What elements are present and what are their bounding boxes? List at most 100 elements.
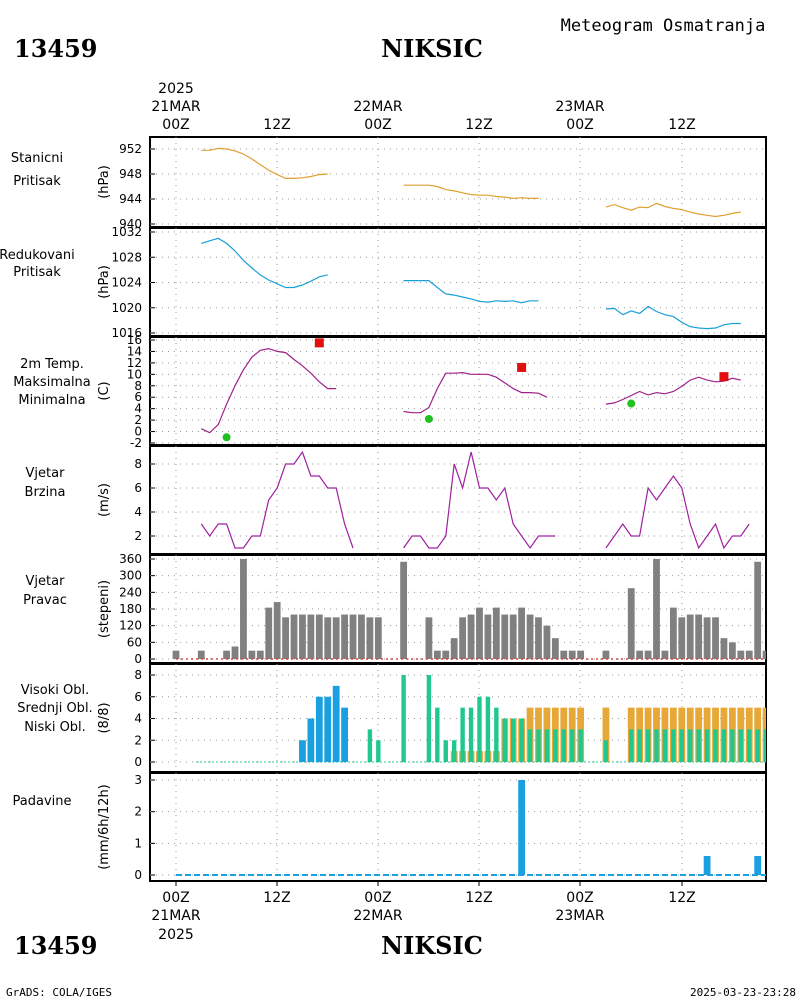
panel-data [201, 147, 741, 218]
mid-cloud-bar [527, 729, 533, 762]
wind-direction-bar [484, 614, 492, 659]
wind-direction-bar [442, 650, 450, 659]
mid-cloud-bar [477, 696, 482, 762]
y-tick-label: 180 [119, 602, 142, 616]
mid-cloud-bar [494, 707, 499, 762]
wind-direction-bar [248, 650, 256, 659]
temperature-line [403, 371, 548, 414]
wind-direction-bar [754, 561, 762, 659]
panel-data [201, 237, 741, 330]
reduced-pressure-line [201, 237, 328, 289]
mid-cloud-bar [704, 729, 710, 762]
station-id-bottom: 13459 [14, 931, 98, 960]
y-tick-label: 4 [134, 402, 142, 416]
hour-label: 00Z [162, 890, 189, 906]
hour-label: 00Z [364, 117, 391, 133]
wind-direction-bar [358, 614, 365, 659]
panel-label: Pritisak [13, 174, 61, 189]
mid-cloud-bar [570, 729, 575, 762]
panel-label: Brzina [25, 485, 66, 500]
mid-cloud-bar [629, 729, 634, 762]
mid-cloud-bar [637, 729, 642, 762]
wind-direction-bar [518, 607, 526, 659]
top-time-axis: 00Z 12Z 00Z 12Z 00Z 12Z 21MAR 22MAR 23MAR 2025 [151, 81, 695, 133]
mid-cloud-bar [426, 675, 432, 762]
year-label: 2025 [158, 927, 194, 943]
panel-data [200, 450, 750, 550]
high-cloud-bar [299, 740, 306, 762]
y-tick-label: 4 [134, 505, 142, 519]
max-temp-marker [719, 372, 729, 382]
wind-direction-bar [450, 638, 458, 659]
panel-label: Srednji Obl. [17, 701, 92, 716]
temperature-line [605, 376, 741, 405]
mid-cloud-bar [603, 740, 609, 762]
mid-cloud-bar [502, 718, 507, 762]
station-pressure-line [201, 147, 328, 179]
wind-direction-bar [433, 650, 441, 659]
panel-data [172, 559, 787, 660]
render-timestamp: 2025-03-23-23:28 [690, 986, 796, 999]
wind-direction-bar [543, 625, 551, 659]
hour-label: 12Z [668, 117, 695, 133]
y-tick-label: 1016 [111, 326, 142, 340]
wind-direction-bar [526, 614, 534, 659]
wind-direction-bar [661, 650, 669, 659]
mid-cloud-bar [460, 707, 465, 762]
y-tick-label: 2 [134, 733, 142, 747]
mid-cloud-bar [662, 729, 668, 762]
panel-label: Pritisak [13, 265, 61, 280]
hour-label: 00Z [566, 117, 593, 133]
panel-frame [149, 772, 767, 882]
panel-label: Stanicni [11, 151, 63, 166]
wind-direction-bar [467, 614, 475, 659]
mid-cloud-bar [713, 729, 718, 762]
wind-direction-bar [771, 608, 778, 659]
panel-frame [149, 445, 767, 555]
mid-cloud-bar [553, 729, 558, 762]
wind-speed-line [605, 474, 750, 550]
wind-direction-bar [240, 559, 247, 659]
wind-direction-bar [644, 650, 652, 659]
wind-direction-bar [256, 650, 264, 659]
wind-direction-bar [551, 638, 559, 659]
hour-label: 12Z [263, 890, 290, 906]
y-tick-label: 16 [127, 333, 142, 347]
y-tick-label: 2 [134, 805, 142, 819]
mid-cloud-bar [519, 718, 524, 762]
mid-cloud-bar [645, 729, 651, 762]
min-temp-marker [424, 414, 433, 423]
station-pressure-line [403, 184, 539, 200]
hour-label: 12Z [465, 117, 492, 133]
precip-bar [754, 856, 762, 875]
bottom-time-axis: 00Z 12Z 00Z 12Z 00Z 12Z 21MAR 22MAR 23MAR 2025 [151, 881, 696, 943]
wind-direction-bar [324, 617, 332, 659]
wind-direction-bar [745, 650, 753, 659]
y-tick-label: 360 [119, 552, 142, 566]
wind-direction-bar [307, 614, 315, 659]
high-cloud-bar [315, 696, 323, 762]
wind-direction-bar [509, 614, 517, 659]
high-cloud-bar [332, 685, 340, 762]
y-tick-label: 120 [119, 619, 142, 633]
min-temp-marker [627, 399, 636, 408]
hour-label: 00Z [566, 890, 593, 906]
wind-direction-bar [568, 650, 576, 659]
mid-cloud-bar [721, 729, 727, 762]
hour-label: 12Z [668, 890, 695, 906]
mid-cloud-bar [544, 729, 550, 762]
y-tick-label: -2 [130, 436, 142, 450]
wind-direction-bar [712, 617, 719, 659]
wind-direction-bar [695, 614, 703, 659]
mid-cloud-bar [654, 729, 659, 762]
mid-cloud-bar [730, 729, 735, 762]
panel-reduced-pressure: 1032 1028 1024 1020 1016 (hPa) Redukovani Priti… [0, 225, 767, 340]
panel-label: Maksimalna [13, 375, 91, 390]
wind-direction-bar [332, 617, 340, 659]
wind-direction-bar [265, 607, 273, 659]
wind-direction-bar [780, 617, 787, 659]
temperature-line [201, 347, 337, 434]
mid-cloud-bar [561, 729, 566, 762]
y-axis-label: (C) [97, 381, 112, 400]
day-label: 21MAR [151, 99, 200, 115]
